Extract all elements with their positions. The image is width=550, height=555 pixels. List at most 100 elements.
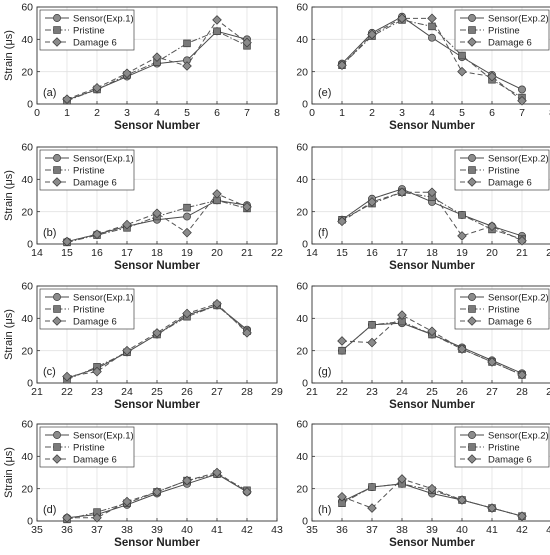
legend-entry: Sensor(Exp.2) <box>488 293 549 304</box>
legend-entry: Sensor(Exp.2) <box>488 14 549 25</box>
x-tick-label: 40 <box>181 524 193 536</box>
legend-entry: Damage 6 <box>73 317 117 328</box>
legend-entry: Sensor(Exp.2) <box>488 154 549 165</box>
y-tick-label: 20 <box>21 483 33 495</box>
legend-entry: Damage 6 <box>73 178 117 189</box>
data-point <box>427 13 437 24</box>
x-tick-label: 14 <box>31 247 43 259</box>
x-tick-label: 21 <box>306 386 318 398</box>
y-tick-label: 40 <box>21 451 33 463</box>
x-tick-label: 43 <box>271 524 283 536</box>
x-tick-label: 5 <box>184 107 190 119</box>
legend-entry: Pristine <box>73 443 105 454</box>
data-point <box>62 94 72 104</box>
x-tick-label: 6 <box>489 107 495 119</box>
data-point <box>337 216 347 227</box>
legend-entry: Damage 6 <box>488 178 532 189</box>
data-point <box>182 61 192 71</box>
panel-label: (h) <box>318 504 331 516</box>
legend-marker <box>53 14 61 22</box>
legend-marker <box>52 454 62 464</box>
y-tick-label: 60 <box>296 419 308 431</box>
data-point <box>62 236 72 247</box>
legend-marker <box>53 154 61 162</box>
panel-label: (f) <box>318 227 328 239</box>
data-point <box>183 203 191 212</box>
legend-marker <box>53 26 61 34</box>
data-point <box>92 512 102 523</box>
data-point <box>122 496 132 507</box>
data-point <box>337 336 347 346</box>
x-tick-label: 15 <box>61 247 73 259</box>
x-axis-label: Sensor Number <box>114 260 200 272</box>
y-tick-label: 0 <box>27 239 33 251</box>
x-axis-label: Sensor Number <box>389 120 475 132</box>
data-point <box>428 22 436 31</box>
x-tick-label: 18 <box>151 247 163 259</box>
x-tick-label: 22 <box>61 386 73 398</box>
x-axis-label: Sensor Number <box>389 399 475 411</box>
data-point <box>92 366 102 377</box>
y-tick-label: 40 <box>21 34 33 46</box>
panel-b: 14 15 16 17 18 19 20 21 22 0 20 40 60 Sensor Number St… <box>3 142 283 272</box>
panel-label: (d) <box>43 504 56 516</box>
legend-marker <box>467 37 477 47</box>
x-tick-label: 43 <box>546 524 550 536</box>
data-point <box>458 51 466 60</box>
y-axis-label: Strain (μs) <box>3 170 15 221</box>
legend-entry: Pristine <box>488 305 520 316</box>
x-tick-label: 28 <box>241 386 253 398</box>
y-tick-label: 20 <box>296 206 308 218</box>
y-tick-label: 20 <box>296 483 308 495</box>
data-point <box>427 326 437 337</box>
x-tick-label: 8 <box>274 107 280 119</box>
data-point <box>367 29 377 40</box>
panel-label: (g) <box>318 366 331 378</box>
data-point <box>242 37 252 48</box>
x-tick-label: 20 <box>486 247 498 259</box>
data-point <box>397 474 407 484</box>
x-tick-label: 42 <box>241 524 253 536</box>
x-tick-label: 4 <box>154 107 160 119</box>
y-tick-label: 0 <box>27 99 33 111</box>
x-tick-label: 2 <box>369 107 375 119</box>
data-point <box>242 202 252 212</box>
data-point <box>212 298 222 309</box>
legend-marker <box>52 177 62 187</box>
y-tick-label: 40 <box>296 174 308 186</box>
x-tick-label: 21 <box>516 247 528 259</box>
data-point <box>368 483 376 491</box>
data-point <box>338 346 346 355</box>
data-point <box>242 487 252 497</box>
panel-label: (b) <box>43 227 56 239</box>
y-tick-label: 60 <box>21 281 33 293</box>
x-tick-label: 41 <box>486 524 498 536</box>
legend-entry: Damage 6 <box>488 455 532 466</box>
x-tick-label: 20 <box>211 247 223 259</box>
legend-marker <box>467 177 477 187</box>
x-tick-label: 0 <box>309 107 315 119</box>
data-point <box>397 13 407 24</box>
x-tick-label: 21 <box>241 247 253 259</box>
x-tick-label: 19 <box>181 247 193 259</box>
legend-marker <box>468 443 476 451</box>
x-tick-label: 0 <box>34 107 40 119</box>
y-tick-label: 0 <box>27 378 33 390</box>
x-tick-label: 35 <box>306 524 318 536</box>
legend-entry: Damage 6 <box>488 317 532 328</box>
series-damage <box>62 189 252 247</box>
panel-label: (e) <box>318 87 331 99</box>
x-tick-label: 1 <box>64 107 70 119</box>
x-tick-label: 38 <box>396 524 408 536</box>
data-point <box>427 483 437 494</box>
legend-marker <box>53 293 61 301</box>
x-tick-label: 6 <box>214 107 220 119</box>
x-tick-label: 21 <box>31 386 43 398</box>
legend-marker <box>468 166 476 174</box>
y-tick-label: 20 <box>296 66 308 78</box>
y-tick-label: 20 <box>296 345 308 357</box>
x-tick-label: 37 <box>366 524 378 536</box>
